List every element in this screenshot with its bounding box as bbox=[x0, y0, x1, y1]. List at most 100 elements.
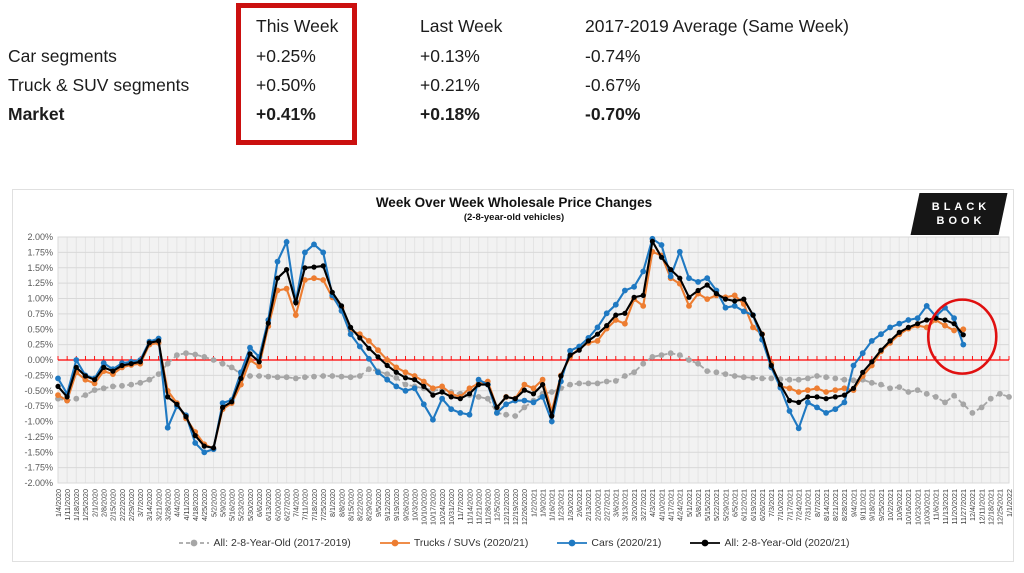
svg-text:9/18/2021: 9/18/2021 bbox=[868, 489, 877, 521]
svg-text:4/25/2020: 4/25/2020 bbox=[200, 489, 209, 521]
legend-marker-icon bbox=[379, 539, 410, 547]
svg-text:5/22/2021: 5/22/2021 bbox=[712, 489, 721, 521]
svg-text:1.50%: 1.50% bbox=[27, 263, 53, 273]
column-header-2017-2019-average: 2017-2019 Average (Same Week) bbox=[585, 16, 849, 36]
svg-text:10/2/2021: 10/2/2021 bbox=[886, 489, 895, 521]
legend-marker-icon bbox=[179, 539, 210, 547]
svg-text:9/26/2020: 9/26/2020 bbox=[401, 489, 410, 521]
this-week-highlight-box bbox=[236, 3, 357, 145]
svg-text:-1.00%: -1.00% bbox=[24, 417, 53, 427]
market-average-value: -0.70% bbox=[585, 104, 641, 124]
svg-text:-1.50%: -1.50% bbox=[24, 447, 53, 457]
svg-text:-1.75%: -1.75% bbox=[24, 463, 53, 473]
svg-text:1/9/2021: 1/9/2021 bbox=[538, 489, 547, 517]
svg-text:7/31/2021: 7/31/2021 bbox=[804, 489, 813, 521]
svg-text:3/27/2021: 3/27/2021 bbox=[639, 489, 648, 521]
svg-text:12/26/2020: 12/26/2020 bbox=[520, 489, 529, 525]
svg-text:9/25/2021: 9/25/2021 bbox=[877, 489, 886, 521]
svg-text:9/4/2021: 9/4/2021 bbox=[849, 489, 858, 517]
svg-text:12/19/2020: 12/19/2020 bbox=[511, 489, 520, 525]
svg-text:12/4/2021: 12/4/2021 bbox=[968, 489, 977, 521]
svg-text:2/6/2021: 2/6/2021 bbox=[575, 489, 584, 517]
svg-text:0.50%: 0.50% bbox=[27, 324, 53, 334]
svg-text:7/24/2021: 7/24/2021 bbox=[794, 489, 803, 521]
svg-text:6/20/2020: 6/20/2020 bbox=[273, 489, 282, 521]
svg-text:1.00%: 1.00% bbox=[27, 294, 53, 304]
svg-text:8/8/2020: 8/8/2020 bbox=[337, 489, 346, 517]
svg-text:11/28/2020: 11/28/2020 bbox=[484, 489, 493, 524]
zero-line bbox=[57, 356, 1010, 361]
car-this-week-value: +0.25% bbox=[256, 46, 316, 66]
svg-text:12/11/2021: 12/11/2021 bbox=[977, 489, 986, 524]
svg-text:4/10/2021: 4/10/2021 bbox=[657, 489, 666, 521]
svg-text:10/9/2021: 10/9/2021 bbox=[895, 489, 904, 521]
svg-text:10/16/2021: 10/16/2021 bbox=[904, 489, 913, 525]
svg-text:9/11/2021: 9/11/2021 bbox=[858, 489, 867, 520]
svg-text:8/29/2020: 8/29/2020 bbox=[365, 489, 374, 521]
svg-text:12/12/2020: 12/12/2020 bbox=[502, 489, 511, 525]
svg-text:1/2/2021: 1/2/2021 bbox=[529, 489, 538, 517]
svg-text:7/3/2021: 7/3/2021 bbox=[767, 489, 776, 517]
svg-text:0.75%: 0.75% bbox=[27, 309, 53, 319]
row-label-truck-suv-segments: Truck & SUV segments bbox=[8, 75, 190, 95]
legend-marker-icon bbox=[557, 539, 588, 547]
series-all-2-8-year-old-2020-21- bbox=[55, 238, 966, 451]
svg-text:6/12/2021: 6/12/2021 bbox=[740, 489, 749, 521]
chart-subtitle: (2-8-year-old vehicles) bbox=[463, 212, 565, 223]
svg-text:4/3/2021: 4/3/2021 bbox=[648, 489, 657, 517]
legend-item-trucks-suvs-2020-21-: Trucks / SUVs (2020/21) bbox=[379, 537, 528, 549]
svg-text:11/20/2021: 11/20/2021 bbox=[950, 489, 959, 524]
truck-last-week-value: +0.21% bbox=[420, 75, 480, 95]
svg-text:1/4/2020: 1/4/2020 bbox=[54, 489, 63, 517]
svg-text:3/13/2021: 3/13/2021 bbox=[621, 489, 630, 521]
svg-text:10/10/2020: 10/10/2020 bbox=[420, 489, 429, 525]
svg-text:7/25/2020: 7/25/2020 bbox=[319, 489, 328, 521]
svg-text:2/8/2020: 2/8/2020 bbox=[100, 489, 109, 517]
svg-text:5/1/2021: 5/1/2021 bbox=[685, 489, 694, 517]
svg-text:0.00%: 0.00% bbox=[27, 355, 53, 365]
svg-text:1/16/2021: 1/16/2021 bbox=[548, 489, 557, 521]
svg-text:2/29/2020: 2/29/2020 bbox=[127, 489, 136, 521]
svg-text:11/21/2020: 11/21/2020 bbox=[474, 489, 483, 524]
car-last-week-value: +0.13% bbox=[420, 46, 480, 66]
truck-average-value: -0.67% bbox=[585, 75, 641, 95]
summary-table: This Week Last Week 2017-2019 Average (S… bbox=[0, 0, 1024, 160]
column-header-this-week: This Week bbox=[256, 16, 339, 36]
legend-item-cars-2020-21-: Cars (2020/21) bbox=[556, 537, 661, 549]
y-axis-labels: 2.00% 1.75% 1.50% 1.25% 1.00% 0.75% 0.50% 0.25%… bbox=[24, 232, 53, 488]
svg-text:2/1/2020: 2/1/2020 bbox=[90, 489, 99, 517]
svg-text:10/3/2020: 10/3/2020 bbox=[410, 489, 419, 521]
svg-text:6/27/2020: 6/27/2020 bbox=[282, 489, 291, 521]
svg-text:-0.50%: -0.50% bbox=[24, 386, 53, 396]
svg-text:5/9/2020: 5/9/2020 bbox=[218, 489, 227, 517]
svg-text:12/18/2021: 12/18/2021 bbox=[987, 489, 996, 525]
svg-text:7/10/2021: 7/10/2021 bbox=[776, 489, 785, 521]
svg-text:3/20/2021: 3/20/2021 bbox=[630, 489, 639, 521]
svg-text:6/19/2021: 6/19/2021 bbox=[749, 489, 758, 521]
svg-text:5/30/2020: 5/30/2020 bbox=[246, 489, 255, 521]
svg-text:1/11/2020: 1/11/2020 bbox=[63, 489, 72, 520]
svg-text:11/27/2021: 11/27/2021 bbox=[959, 489, 968, 524]
column-header-last-week: Last Week bbox=[420, 16, 503, 36]
svg-text:5/8/2021: 5/8/2021 bbox=[694, 489, 703, 517]
svg-text:-1.25%: -1.25% bbox=[24, 432, 53, 442]
svg-text:1/18/2020: 1/18/2020 bbox=[72, 489, 81, 521]
svg-text:8/7/2021: 8/7/2021 bbox=[813, 489, 822, 517]
svg-text:3/14/2020: 3/14/2020 bbox=[145, 489, 154, 521]
svg-text:3/28/2020: 3/28/2020 bbox=[164, 489, 173, 521]
svg-text:1.25%: 1.25% bbox=[27, 278, 53, 288]
x-axis-labels: 1/4/2020 1/11/2020 1/18/2020 1/25/2020 2/1/2… bbox=[54, 489, 1014, 525]
svg-text:4/18/2020: 4/18/2020 bbox=[191, 489, 200, 521]
plot-area: 2.00% 1.75% 1.50% 1.25% 1.00% 0.75% 0.50% 0.25%… bbox=[13, 190, 1015, 568]
svg-text:7/17/2021: 7/17/2021 bbox=[785, 489, 794, 521]
svg-text:5/16/2020: 5/16/2020 bbox=[228, 489, 237, 521]
svg-text:1/23/2021: 1/23/2021 bbox=[557, 489, 566, 521]
svg-text:7/11/2020: 7/11/2020 bbox=[301, 489, 310, 520]
svg-text:5/29/2021: 5/29/2021 bbox=[721, 489, 730, 521]
svg-text:7/18/2020: 7/18/2020 bbox=[310, 489, 319, 521]
svg-text:11/7/2020: 11/7/2020 bbox=[456, 489, 465, 520]
svg-text:2/20/2021: 2/20/2021 bbox=[593, 489, 602, 521]
svg-text:6/13/2020: 6/13/2020 bbox=[264, 489, 273, 521]
logo-text-line1: BLACK bbox=[931, 201, 991, 213]
